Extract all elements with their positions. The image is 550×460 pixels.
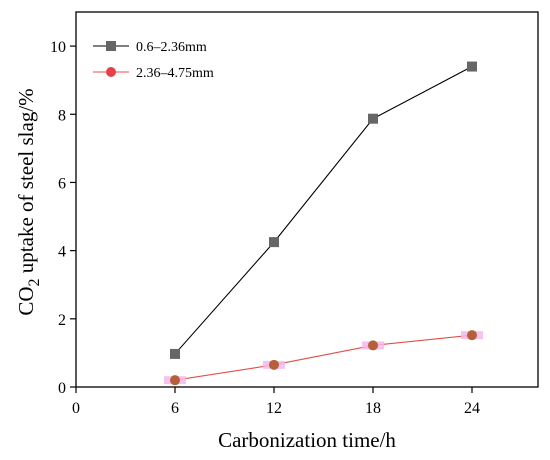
series-1 [170,61,477,359]
legend-label: 0.6–2.36mm [136,40,207,55]
legend-label: 2.36–4.75mm [136,66,214,81]
y-tick-label: 2 [58,312,66,329]
plot-border [75,11,539,388]
data-point-circle [467,330,477,341]
data-point-circle [269,359,279,370]
y-axis-ticks: 0 2 4 6 8 10 [50,39,76,397]
data-point-square [170,348,180,359]
y-axis-title-subscript: 2 [26,278,43,286]
x-axis-ticks: 0 6 12 18 24 [72,387,480,417]
x-tick-label: 18 [365,400,381,417]
legend-entry: 0.6–2.36mm [93,40,207,55]
y-tick-label: 6 [58,175,66,192]
x-tick-label: 24 [464,400,480,417]
series-line [174,66,473,355]
series-2 [164,330,483,386]
legend: 0.6–2.36mm 2.36–4.75mm [93,40,214,81]
legend-marker-square [106,41,116,51]
series-layer [164,61,483,386]
x-axis-title: Carbonization time/h [218,428,396,452]
y-tick-label: 8 [58,107,66,124]
y-axis-title: CO2 uptake of steel slag/% [14,88,43,315]
plot-frame [75,11,539,388]
data-point-circle [170,375,180,386]
data-point-square [467,61,477,72]
data-point-circle [368,340,378,351]
y-tick-label: 0 [58,380,66,397]
data-point-square [269,237,279,248]
legend-marker-circle [106,67,116,77]
x-tick-label: 12 [266,400,282,417]
x-tick-label: 6 [171,400,179,417]
legend-entry: 2.36–4.75mm [93,66,214,81]
data-point-square [368,113,378,124]
y-axis-title-main: CO [14,286,38,315]
x-tick-label: 0 [72,400,80,417]
y-tick-label: 10 [50,39,66,56]
series-line [174,334,473,381]
y-axis-title-rest: uptake of steel slag/% [14,88,38,278]
y-tick-label: 4 [58,244,66,261]
